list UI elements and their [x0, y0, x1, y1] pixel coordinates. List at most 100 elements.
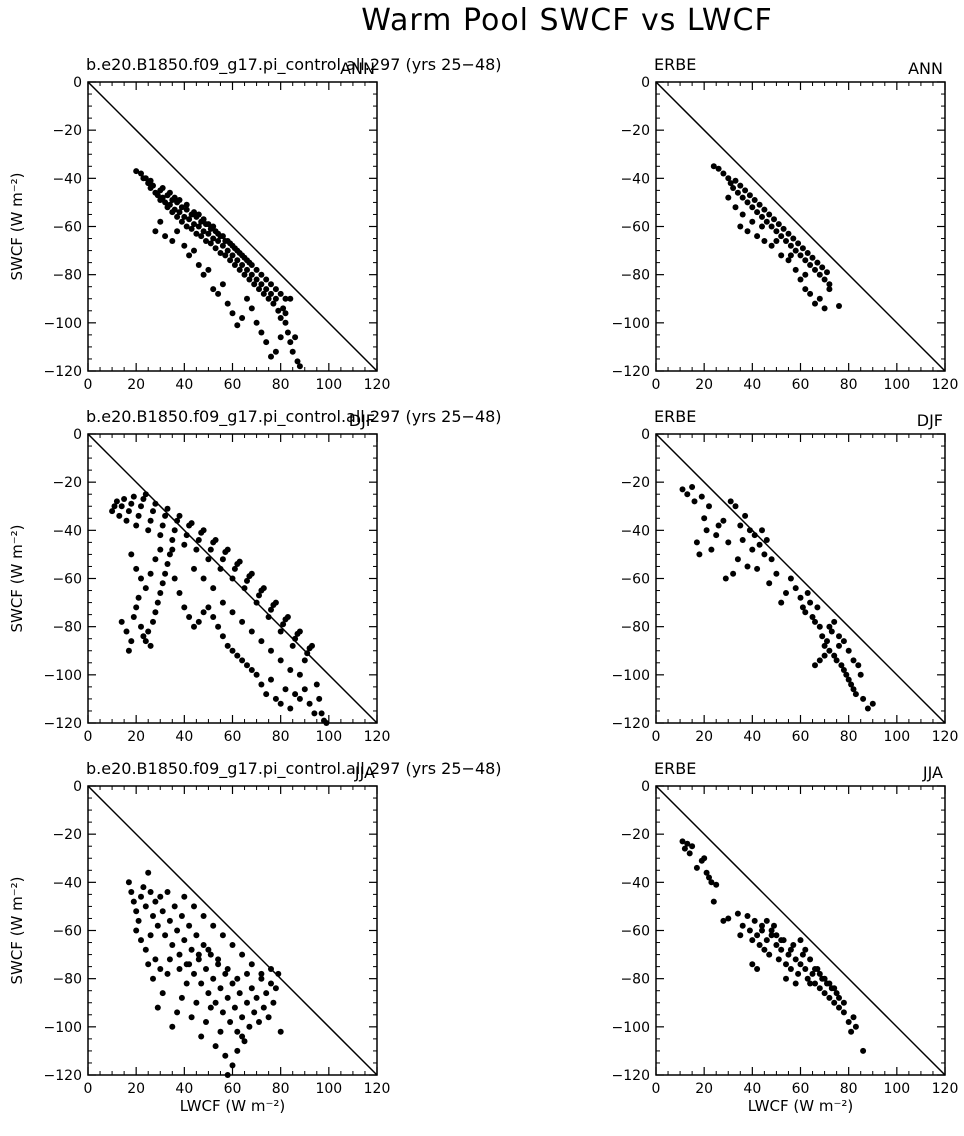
data-point: [713, 532, 720, 539]
y-tick-label: −80: [620, 972, 650, 988]
x-tick-label: 0: [84, 377, 93, 393]
data-point: [732, 204, 739, 211]
data-point: [181, 937, 188, 944]
data-point: [215, 956, 222, 963]
data-point: [150, 618, 156, 625]
data-point: [265, 295, 272, 302]
reference-line: [655, 785, 946, 1076]
data-point: [857, 671, 864, 678]
data-point: [195, 951, 202, 958]
data-point: [150, 913, 156, 919]
data-point: [181, 893, 188, 900]
y-tick-label: −80: [52, 268, 82, 284]
data-point: [244, 295, 250, 302]
data-point: [239, 1033, 246, 1040]
data-point: [773, 238, 780, 244]
data-point: [869, 700, 876, 707]
data-point: [304, 650, 311, 657]
data-point: [152, 228, 159, 235]
data-point: [280, 621, 287, 628]
panel-right-label: ANN: [340, 59, 375, 78]
data-point: [821, 276, 828, 283]
data-point: [802, 946, 809, 953]
data-point: [744, 913, 751, 919]
data-point: [260, 585, 267, 592]
data-point: [133, 522, 140, 529]
data-point: [809, 614, 816, 620]
data-point: [241, 585, 248, 592]
data-point: [152, 898, 159, 905]
data-point: [836, 642, 842, 649]
data-point: [248, 305, 255, 312]
data-point: [812, 618, 818, 625]
data-point: [113, 498, 120, 505]
data-point: [248, 667, 255, 673]
data-point: [749, 204, 756, 211]
data-point: [725, 194, 732, 201]
data-point: [217, 985, 224, 992]
data-point: [188, 1014, 195, 1021]
data-point: [270, 999, 277, 1006]
data-point: [162, 570, 169, 577]
data-point: [205, 221, 212, 228]
data-point: [207, 546, 214, 553]
data-point: [162, 199, 169, 206]
data-point: [826, 980, 833, 987]
data-point: [138, 575, 144, 582]
data-point: [260, 1004, 267, 1011]
data-point: [785, 951, 792, 958]
x-tick-label: 20: [695, 1081, 713, 1097]
data-point: [778, 252, 785, 259]
data-point: [754, 932, 761, 939]
data-point: [696, 551, 703, 558]
data-point: [219, 242, 226, 249]
panels: 0 20 40 60 80 100 120 0 −20 −40 −60 −80 −100 −120 b.e2…: [8, 55, 958, 1115]
data-point: [797, 252, 804, 259]
data-point: [720, 170, 727, 177]
x-tick-label: 40: [175, 729, 193, 745]
data-point: [166, 917, 173, 924]
data-point: [766, 580, 773, 587]
data-point: [229, 575, 236, 582]
data-point: [816, 970, 823, 977]
data-point: [268, 966, 274, 972]
data-point: [737, 182, 744, 189]
data-point: [176, 966, 183, 972]
data-point: [145, 961, 152, 968]
data-point: [263, 691, 270, 698]
data-point: [145, 527, 152, 534]
data-point: [229, 242, 236, 249]
data-point: [191, 623, 197, 630]
y-tick-label: −20: [620, 475, 650, 491]
x-tick-label: 100: [315, 729, 342, 745]
data-point: [222, 1052, 229, 1059]
data-point: [812, 662, 818, 669]
data-point: [183, 201, 190, 208]
data-point: [193, 546, 200, 553]
data-point: [826, 994, 833, 1001]
y-tick-label: −80: [620, 268, 650, 284]
data-point: [236, 266, 243, 273]
data-point: [239, 262, 246, 268]
y-tick-label: −100: [44, 1020, 82, 1036]
data-point: [248, 628, 255, 635]
data-point: [188, 946, 195, 953]
x-tick-label: 80: [272, 729, 290, 745]
data-point: [244, 577, 250, 584]
data-point: [215, 623, 222, 630]
data-point: [133, 604, 140, 611]
data-point: [852, 1023, 859, 1030]
x-tick-label: 0: [652, 1081, 661, 1097]
data-point: [229, 609, 236, 616]
data-point: [689, 843, 696, 850]
data-point: [210, 286, 217, 293]
plot-frame: [655, 785, 946, 1076]
x-tick-label: 120: [932, 377, 959, 393]
data-point: [287, 667, 294, 673]
data-point: [157, 532, 164, 539]
scatter-panel-5: 0 20 40 60 80 100 120 0 −20 −40 −60 −80 −100 −120 b.e2…: [8, 759, 502, 1115]
data-point: [763, 937, 770, 944]
data-point: [819, 633, 826, 640]
data-point: [751, 532, 758, 539]
data-point: [140, 633, 147, 640]
